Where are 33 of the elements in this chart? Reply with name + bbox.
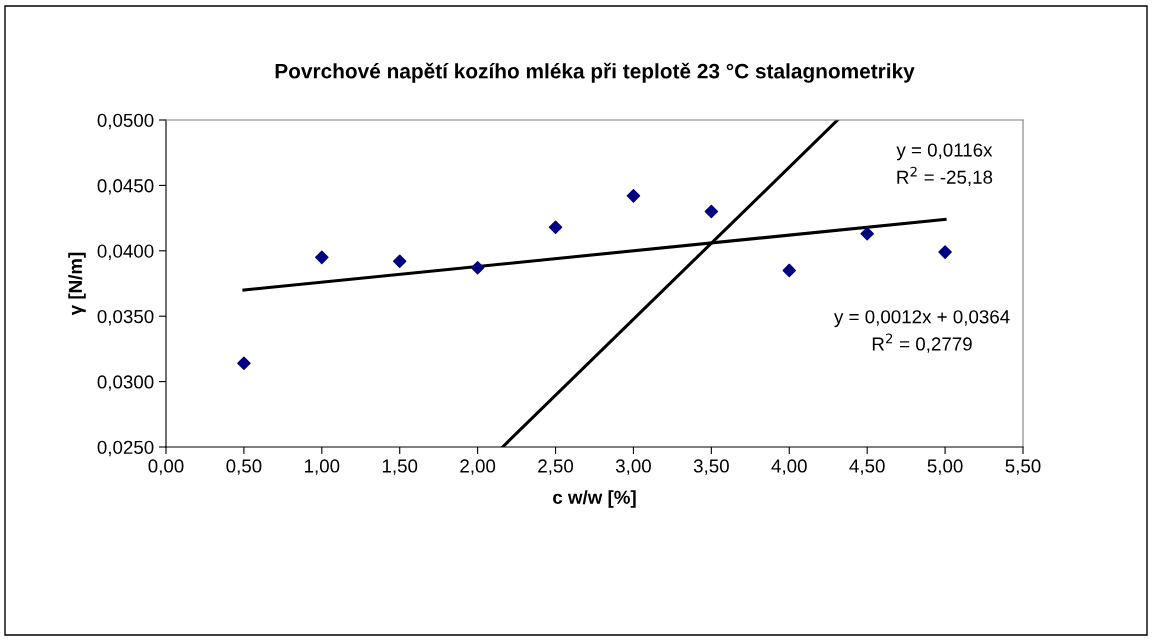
y-axis-title: γ [N/m]: [68, 252, 86, 316]
x-tick-label: 1,50: [382, 459, 418, 475]
point: [237, 356, 251, 371]
x-tick-label: 2,00: [460, 459, 496, 475]
point: [626, 189, 641, 203]
x-tick-label: 4,50: [849, 459, 885, 475]
point: [860, 227, 874, 241]
point: [548, 220, 563, 235]
y-tick-label: 0,0350: [97, 309, 154, 326]
point: [470, 261, 485, 275]
x-tick-label: 3,00: [615, 459, 651, 475]
x-tick-label: 2,50: [538, 459, 574, 475]
y-tick-label: 0,0250: [97, 440, 154, 457]
point: [704, 204, 719, 219]
y-tick-label: 0,0500: [97, 113, 154, 130]
x-tick-label: 5,50: [1005, 459, 1041, 475]
point: [392, 254, 407, 269]
point: [315, 250, 329, 265]
y-tick-label: 0,0300: [97, 375, 154, 391]
y-tick-label: 0,0400: [97, 244, 154, 260]
point: [782, 263, 797, 278]
x-tick-label: 1,00: [305, 459, 340, 475]
x-tick-label: 0,50: [226, 459, 262, 475]
x-tick-label: 5,00: [927, 459, 963, 475]
x-axis-title: c w/w [%]: [553, 490, 636, 508]
y-tick-label: 0,0450: [97, 179, 154, 195]
annotation: y = 0,0116x R$^{2}$ = -25,18: [896, 143, 993, 187]
x-tick-label: 0,00: [148, 459, 184, 475]
x-tick-label: 4,00: [771, 459, 807, 475]
chart-title: Povrchové napětí kozího mléka při teplotě 23 °C stalagnometriky: [275, 62, 915, 83]
point: [938, 245, 952, 259]
annotation: y = 0,0012x + 0,0364 R$^{2}$ = 0,2779: [834, 310, 1010, 353]
x-tick-label: 3,50: [693, 459, 729, 475]
